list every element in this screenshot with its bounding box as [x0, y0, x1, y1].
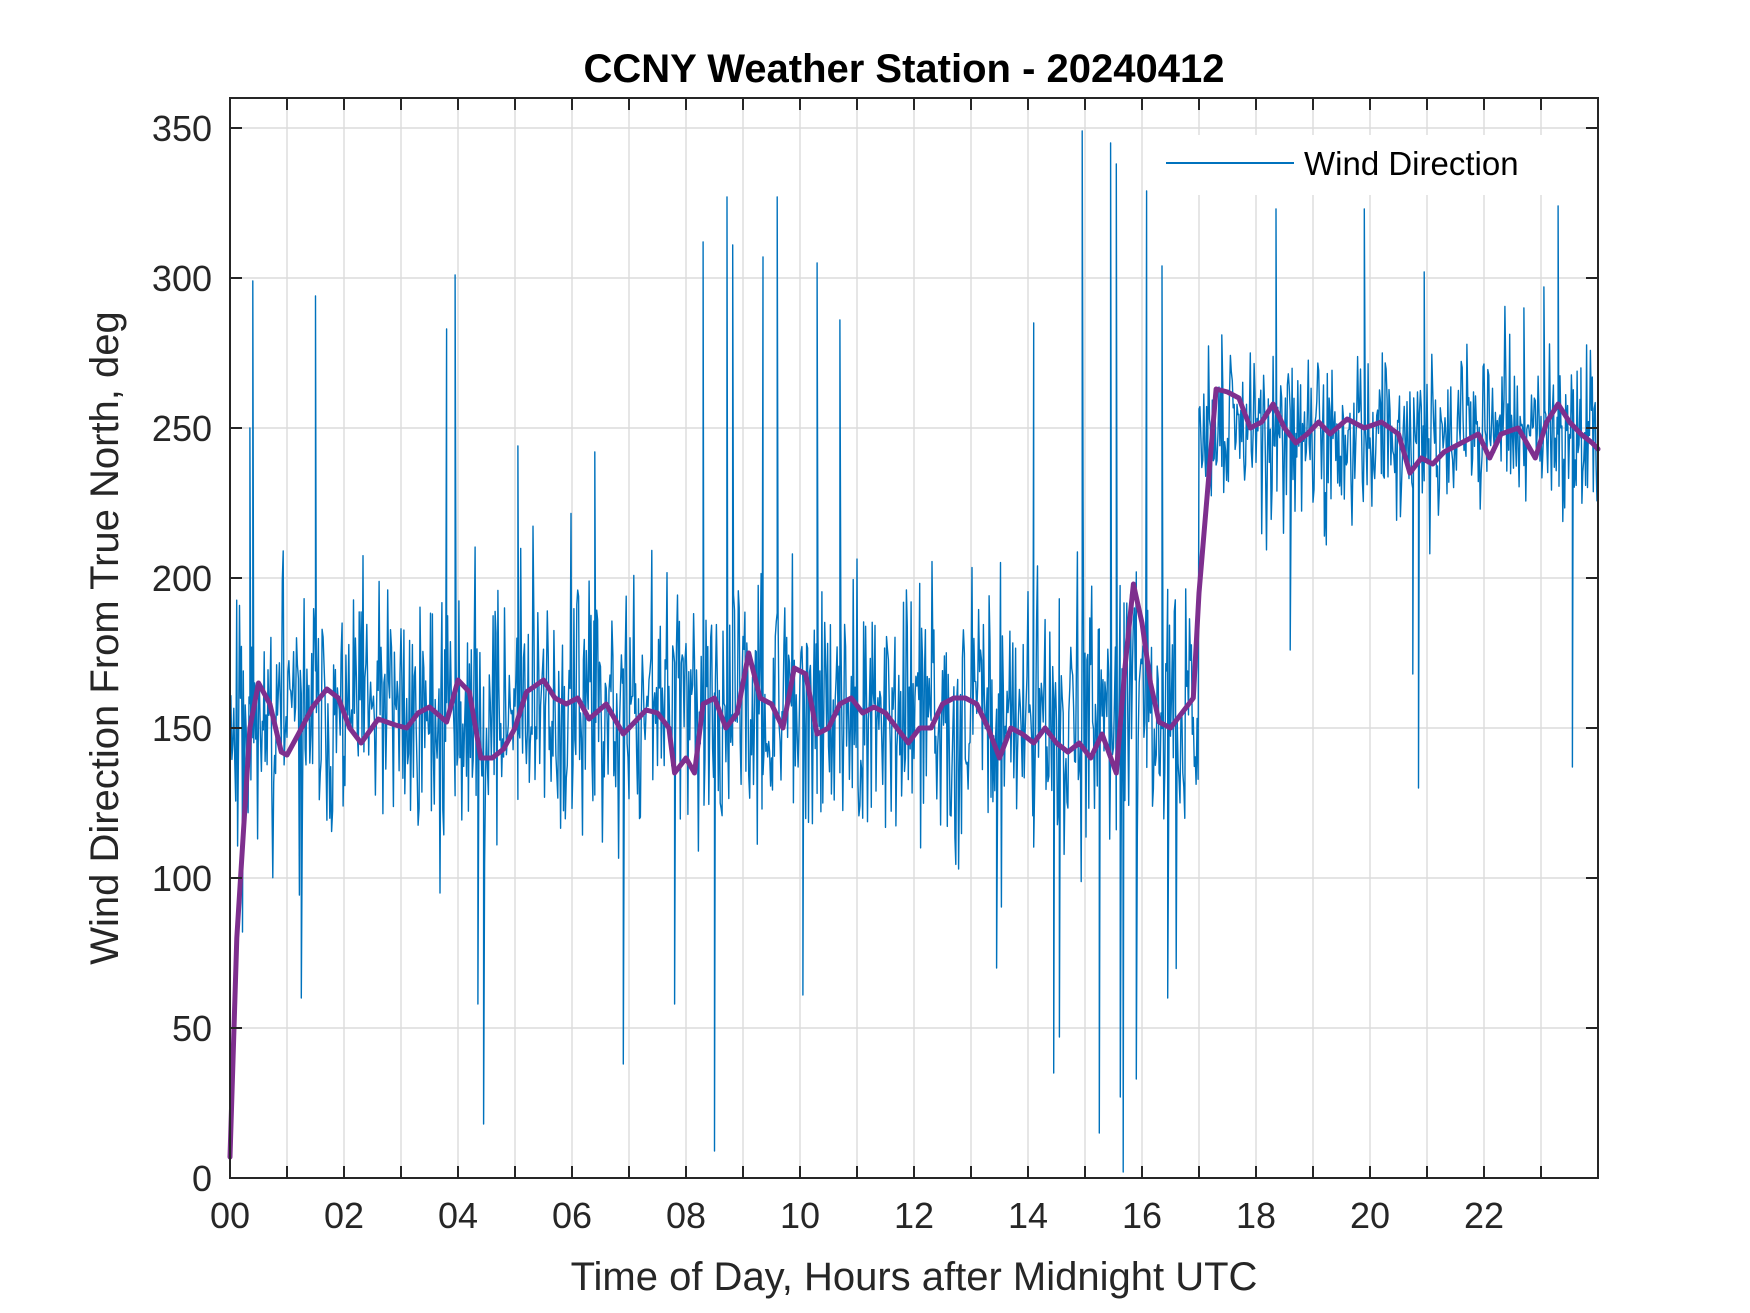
x-tick-labels: 00 02 04 06 08 10 12 14 16 18 20 22	[210, 1195, 1504, 1236]
series-layer	[227, 130, 1601, 1173]
x-tick-label: 04	[438, 1195, 478, 1236]
x-axis-label: Time of Day, Hours after Midnight UTC	[571, 1255, 1258, 1299]
legend-label-wind-direction: Wind Direction	[1304, 145, 1519, 182]
x-tick-label: 10	[780, 1195, 820, 1236]
x-tick-label: 18	[1236, 1195, 1276, 1236]
x-tick-label: 20	[1350, 1195, 1390, 1236]
grid	[230, 98, 1598, 1178]
y-tick-label: 250	[152, 408, 212, 449]
chart-title: CCNY Weather Station - 20240412	[584, 47, 1225, 91]
y-tick-labels: 0 50 100 150 200 250 300 350	[152, 108, 212, 1199]
x-tick-label: 02	[324, 1195, 364, 1236]
x-tick-label: 06	[552, 1195, 592, 1236]
y-tick-label: 0	[192, 1158, 212, 1199]
x-tick-label: 16	[1122, 1195, 1162, 1236]
x-tick-label: 12	[894, 1195, 934, 1236]
y-axis-label: Wind Direction From True North, deg	[83, 311, 127, 965]
series-line-running-mean	[227, 386, 1601, 1160]
x-tick-label: 08	[666, 1195, 706, 1236]
y-tick-label: 50	[172, 1008, 212, 1049]
y-tick-label: 100	[152, 858, 212, 899]
y-tick-label: 300	[152, 258, 212, 299]
x-tick-label: 14	[1008, 1195, 1048, 1236]
x-tick-label: 00	[210, 1195, 250, 1236]
y-tick-label: 200	[152, 558, 212, 599]
axis-ticks	[229, 98, 1599, 1179]
legend-box	[1150, 135, 1590, 195]
series-line-wind-direction	[229, 130, 1598, 1173]
y-tick-label: 150	[152, 708, 212, 749]
legend: Wind Direction	[1150, 135, 1590, 195]
x-tick-label: 22	[1464, 1195, 1504, 1236]
y-tick-label: 350	[152, 108, 212, 149]
